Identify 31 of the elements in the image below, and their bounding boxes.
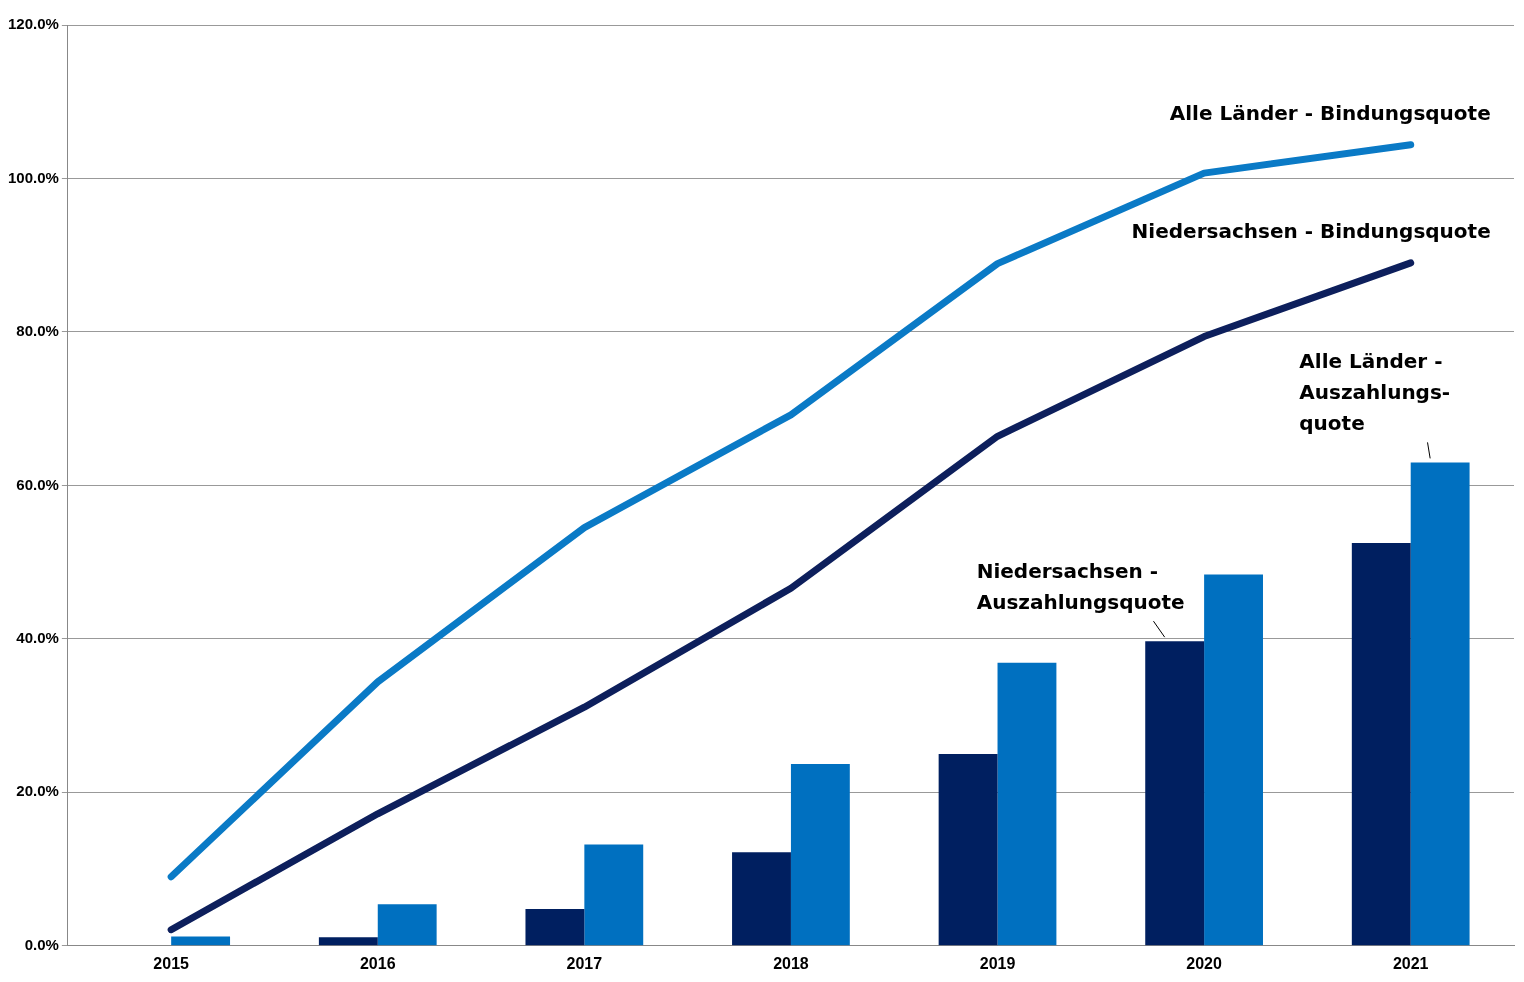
y-tick-label: 100.0% — [8, 168, 59, 186]
bar — [1145, 641, 1205, 946]
bar — [1410, 462, 1470, 946]
y-tick-label: 60.0% — [16, 475, 59, 493]
x-tick-label: 2015 — [153, 954, 190, 972]
bar — [732, 852, 791, 946]
bar — [584, 844, 644, 946]
x-tick-label: 2020 — [1186, 954, 1223, 972]
bar — [377, 904, 437, 946]
y-tick-label: 120.0% — [8, 15, 59, 33]
series-label: Niedersachsen - Auszahlungsquote — [976, 558, 1185, 614]
x-tick-label: 2019 — [979, 954, 1016, 972]
bar — [1204, 574, 1263, 946]
x-tick-label: 2016 — [359, 954, 396, 972]
y-tick-label: 20.0% — [16, 782, 59, 800]
text: Alle Länder - Bindungsquote — [1169, 100, 1491, 125]
y-tick-label: 0.0% — [24, 935, 59, 953]
x-tick-label: 2021 — [1392, 954, 1429, 972]
bar — [525, 908, 585, 946]
text: Niedersachsen - Bindungsquote — [1131, 219, 1491, 244]
y-tick-label: 40.0% — [16, 629, 59, 647]
bar — [1351, 542, 1411, 946]
bar — [318, 937, 378, 946]
x-tick-label: 2018 — [773, 954, 809, 972]
series-label: Alle Länder - Auszahlungs- quote — [1299, 349, 1451, 436]
bar — [790, 763, 850, 946]
bar — [171, 936, 231, 946]
bar — [997, 662, 1057, 946]
bar — [938, 753, 998, 946]
x-tick-label: 2017 — [566, 954, 603, 972]
y-tick-label: 80.0% — [16, 322, 59, 340]
